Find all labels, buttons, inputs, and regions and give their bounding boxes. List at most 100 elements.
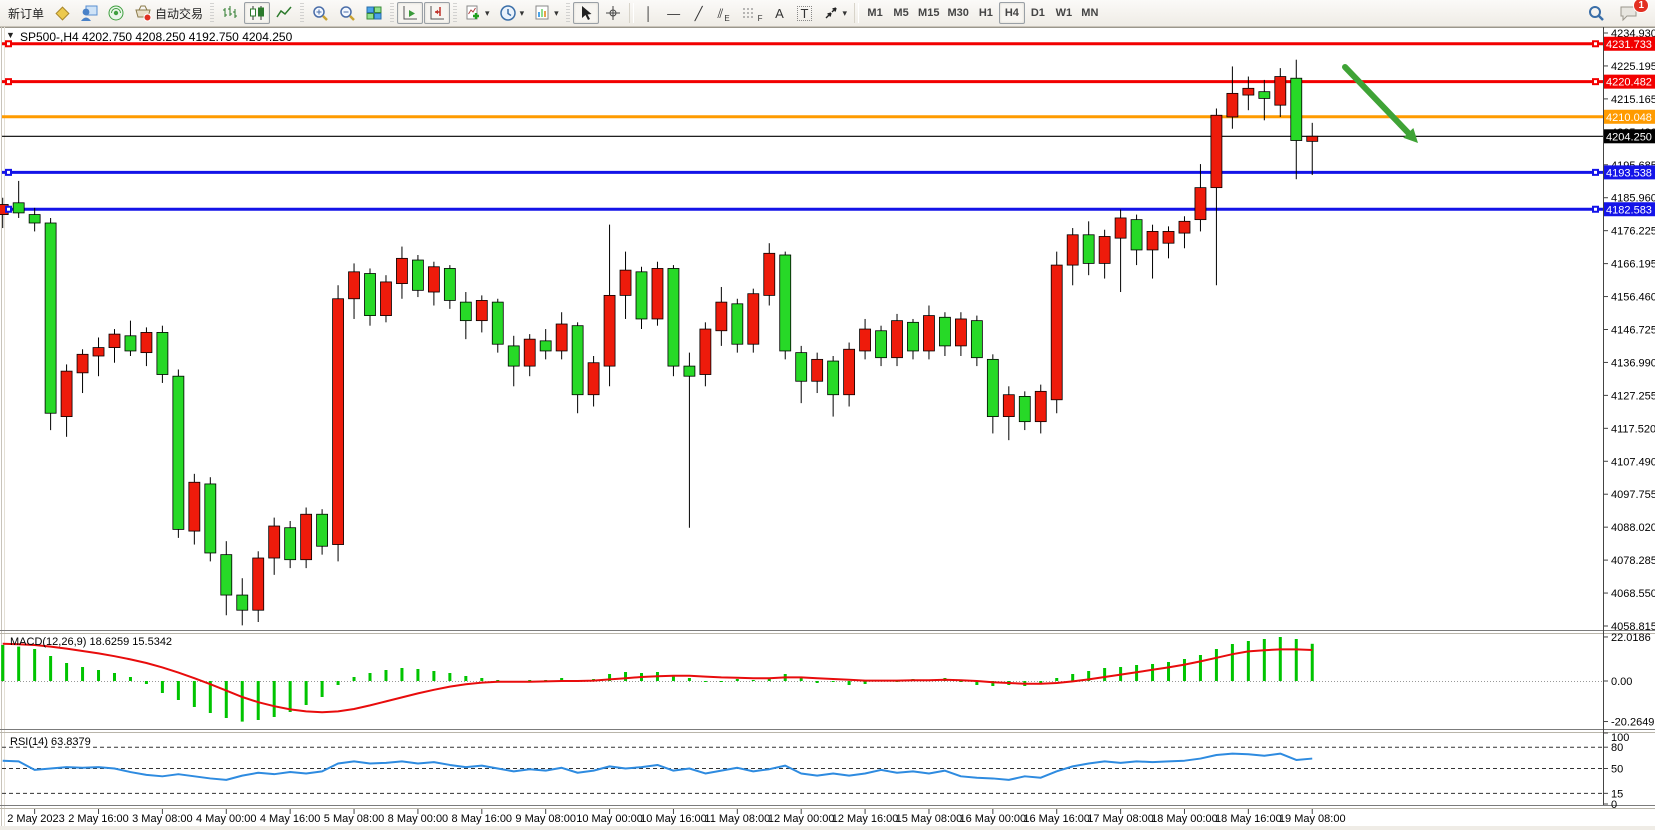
candle-body <box>459 301 472 322</box>
auto-scroll-button[interactable] <box>397 2 424 24</box>
candle-body <box>252 557 265 611</box>
line-drag-handle-dot <box>7 170 10 174</box>
timeframe-h4-button[interactable]: H4 <box>998 2 1025 24</box>
macd-histogram-bar <box>17 646 21 681</box>
candle-body <box>635 271 648 320</box>
chart-menu-arrow-icon[interactable]: ▼ <box>6 30 15 40</box>
candle-body <box>683 365 696 377</box>
macd-histogram-bar <box>975 681 979 685</box>
macd-histogram-bar <box>224 681 228 718</box>
trendline-tool-button[interactable]: ╱ <box>687 2 711 24</box>
rsi-indicator-label: RSI(14) 63.8379 <box>10 736 91 748</box>
signal-icon <box>108 5 124 21</box>
date-axis-label: 15 May 08:00 <box>896 813 963 825</box>
macd-histogram-bar <box>671 676 675 681</box>
candle-body <box>923 315 935 352</box>
line-drag-handle-dot <box>7 207 10 211</box>
notification-count-badge: 1 <box>1633 0 1649 13</box>
bar-chart-icon <box>223 6 238 18</box>
candle-body <box>44 222 57 414</box>
candle-body <box>619 269 632 296</box>
macd-histogram-bar <box>767 678 771 681</box>
date-axis-label: 17 May 08:00 <box>1087 813 1154 825</box>
candle-body <box>795 352 808 382</box>
new-order-button[interactable]: 新订单 <box>4 2 48 24</box>
indicators-button[interactable]: ▾ <box>460 2 494 24</box>
price-axis-tick-label: 4088.020 <box>1611 522 1655 534</box>
line-chart-icon <box>276 6 292 18</box>
timeframe-m30-button[interactable]: M30 <box>947 7 969 19</box>
line-chart-button[interactable] <box>271 2 297 24</box>
rsi-axis-label: 50 <box>1611 764 1623 776</box>
timeframe-w1-button[interactable]: W1 <box>1055 7 1073 19</box>
autotrading-button[interactable]: 自动交易 <box>130 2 207 24</box>
timeframe-h1-button[interactable]: H1 <box>978 7 993 19</box>
candle-body <box>332 298 344 545</box>
macd-histogram-bar <box>799 678 803 681</box>
macd-axis-label: 22.0186 <box>1611 632 1651 644</box>
timeframe-m15-button[interactable]: M15 <box>918 7 940 19</box>
text-tool-button[interactable]: A <box>768 2 792 24</box>
signals-button[interactable] <box>103 2 129 24</box>
templates-button[interactable]: ▾ <box>529 2 563 24</box>
trendline-icon: ╱ <box>694 5 703 21</box>
candle-body <box>1114 217 1127 239</box>
candle-body <box>859 328 871 352</box>
macd-histogram-bar <box>144 681 148 684</box>
auto-scroll-icon <box>403 6 418 20</box>
candle-body <box>1210 114 1223 189</box>
candle-body <box>811 358 824 382</box>
text-label-tool-button[interactable]: T <box>793 2 817 24</box>
macd-histogram-bar <box>1262 639 1266 681</box>
candlestick-chart-button[interactable] <box>244 2 271 24</box>
candle-body <box>1130 219 1143 251</box>
vertical-line-tool-button[interactable]: │ <box>637 2 661 24</box>
timeframe-m1-button[interactable]: M1 <box>867 7 883 19</box>
macd-histogram-bar <box>1039 681 1043 684</box>
timeframe-m5-button[interactable]: M5 <box>893 7 909 19</box>
candle-body <box>907 321 919 352</box>
date-axis-label: 11 May 08:00 <box>704 813 770 825</box>
new-chart-button[interactable] <box>49 2 75 24</box>
date-axis-label: 12 May 16:00 <box>832 813 899 825</box>
channel-tool-button[interactable]: ⫽ E <box>712 2 736 24</box>
candle-body <box>76 353 89 374</box>
macd-histogram-bar <box>384 670 388 681</box>
candle-body <box>1050 264 1063 401</box>
arrows-tool-button[interactable]: ▾ <box>818 2 852 24</box>
candle-body <box>204 483 217 554</box>
candle-body <box>1194 187 1207 221</box>
periods-button[interactable]: ▾ <box>495 2 529 24</box>
search-button[interactable] <box>1583 2 1609 24</box>
chart-shift-button[interactable] <box>424 2 451 24</box>
timeframe-mn-button[interactable]: MN <box>1081 7 1099 19</box>
fibonacci-tool-button[interactable]: F <box>737 2 767 24</box>
macd-histogram-bar <box>719 681 723 682</box>
macd-histogram-bar <box>304 681 308 705</box>
tile-windows-button[interactable] <box>361 2 387 24</box>
chart-title: SP500-,H4 4202.750 4208.250 4192.750 420… <box>20 30 293 44</box>
timeframe-d1-button[interactable]: D1 <box>1030 7 1045 19</box>
date-axis-label: 19 May 08:00 <box>1279 813 1346 825</box>
timeframe-toolbar: M1 M5 M15 M30 H1 H4 D1 W1 MN <box>862 2 1103 24</box>
text-tool-icon: A <box>775 5 784 21</box>
rsi-axis-label: 15 <box>1611 788 1623 800</box>
chart-frame <box>0 27 1655 830</box>
date-axis-label: 4 May 16:00 <box>260 813 321 825</box>
macd-pane: 22.0186 0.00 -20.2649 <box>1 632 1654 729</box>
trend-arrow-shaft[interactable] <box>1342 64 1412 136</box>
cursor-tool-button[interactable] <box>572 2 599 24</box>
notifications-button[interactable]: 1 <box>1615 0 1649 24</box>
price-axis-tick-label: 4185.960 <box>1611 193 1655 205</box>
bar-chart-button[interactable] <box>217 2 243 24</box>
profiles-button[interactable] <box>76 2 102 24</box>
main-toolbar: 新订单 自动交 <box>0 0 1655 27</box>
price-badge <box>1604 36 1655 51</box>
horizontal-line-tool-button[interactable]: — <box>662 2 686 24</box>
crosshair-tool-button[interactable] <box>600 2 626 24</box>
date-axis-label: 8 May 16:00 <box>452 813 513 825</box>
zoom-out-button[interactable] <box>334 2 360 24</box>
zoom-in-button[interactable] <box>307 2 333 24</box>
candle-body <box>364 273 376 316</box>
